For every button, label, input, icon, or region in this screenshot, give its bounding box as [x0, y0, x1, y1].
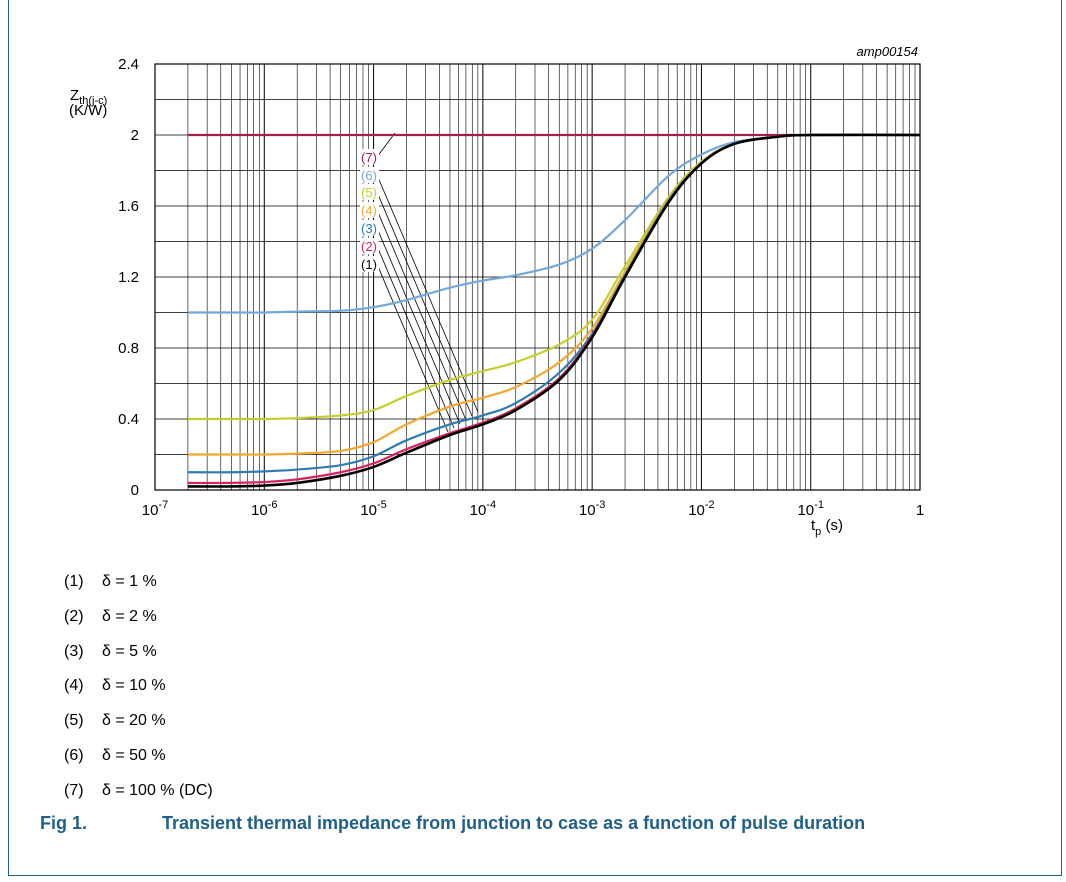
series-line-1: [187, 133, 921, 488]
y-axis-label-main: Z: [70, 87, 79, 104]
series-line-2: [187, 133, 921, 485]
x-axis-label-main: t: [811, 517, 816, 534]
legend-item-number: (6): [64, 746, 84, 764]
x-tick-label: 10-2: [688, 499, 714, 519]
series-label-1: (1): [361, 257, 377, 272]
plot-frame: [154, 63, 921, 491]
figure-reference-id: amp00154: [857, 44, 918, 59]
series-label-4: (4): [361, 203, 377, 218]
callout-backing: [360, 220, 379, 236]
y-tick-label: 2: [131, 127, 139, 144]
series-label-3: (3): [361, 221, 377, 236]
legend-item-text: δ = 2 %: [102, 607, 157, 625]
series-legend: (1) δ = 1 % (2) δ = 2 % (3) δ = 5 % (4) δ = 10 …: [64, 572, 213, 816]
legend-item-text: δ = 5 %: [102, 642, 157, 660]
x-tick-label: 10-1: [797, 499, 823, 519]
x-tick-labels: 10-7 10-6 10-5 10-4 10-3 10-2 10-1 1: [142, 499, 924, 519]
callout-leader-4: [376, 209, 467, 421]
y-tick-labels: 0 0.4 0.8 1.2 1.6 2 2.4: [118, 56, 139, 499]
legend-item-text: δ = 20 %: [102, 712, 166, 730]
series-callouts: (7) (6) (5) (4) (3) (2) (1): [360, 132, 479, 433]
x-axis-label-unit: (s): [821, 517, 843, 534]
figure-caption: Fig 1. Transient thermal impedance from …: [40, 812, 1000, 835]
x-axis-label: tp (s): [811, 517, 843, 538]
legend-item-number: (2): [64, 607, 84, 625]
legend-item: (1) δ = 1 %: [64, 572, 213, 607]
x-tick-label: 1: [916, 502, 924, 519]
callout-leader-1: [376, 263, 449, 433]
thermal-impedance-chart: (7)(6)(5)(4)(3)(2)(1) 00.40.81.21.622.4 …: [69, 44, 924, 538]
legend-item-number: (4): [64, 677, 84, 695]
x-axis-label-sub: p: [815, 526, 821, 538]
callout-backing: [360, 202, 379, 218]
legend-item: (5) δ = 20 %: [64, 711, 213, 746]
legend-item-text: δ = 10 %: [102, 677, 166, 695]
legend-item: (6) δ = 50 %: [64, 746, 213, 781]
callout-leader-3: [376, 227, 461, 425]
legend-item: (7) δ = 100 % (DC): [64, 781, 213, 816]
callout-backing: [360, 256, 379, 272]
series-line-6: [187, 133, 921, 314]
series-label-2: (2): [361, 239, 377, 254]
callout-backing: [360, 184, 379, 200]
legend-item-text: δ = 1 %: [102, 573, 157, 590]
legend-item-number: (7): [64, 781, 84, 799]
legend-item: (2) δ = 2 %: [64, 607, 213, 642]
series-line-3: [187, 133, 921, 474]
callout-leader-2: [376, 245, 455, 429]
callout-backing: [360, 149, 379, 165]
series-group: [187, 133, 921, 488]
y-tick-label: 0.4: [118, 411, 139, 428]
y-tick-label: 2.4: [118, 56, 139, 73]
legend-item: (4) δ = 10 %: [64, 676, 213, 711]
legend-item-number: (1): [64, 573, 84, 590]
legend-item-number: (3): [64, 642, 84, 660]
y-tick-label: 1.6: [118, 198, 139, 215]
figure-frame: [8, 0, 1062, 876]
x-tick-label: 10-3: [579, 499, 605, 519]
y-axis-label: Zth(j-c): [70, 87, 107, 107]
legend-item-text: δ = 50 %: [102, 746, 166, 764]
legend-item-number: (5): [64, 712, 84, 730]
legend-item-text: δ = 100 % (DC): [102, 781, 213, 799]
x-tick-label: 10-4: [470, 499, 496, 519]
callout-leader-7: [376, 132, 396, 158]
y-tick-label: 0: [131, 482, 139, 499]
callout-backing: [360, 167, 379, 183]
x-tick-label: 10-5: [360, 499, 386, 519]
x-tick-label: 10-6: [251, 499, 277, 519]
x-tick-label: 10-7: [142, 499, 168, 519]
y-axis-label-sub: th(j-c): [79, 95, 107, 107]
series-label-5: (5): [361, 185, 377, 200]
legend-item: (3) δ = 5 %: [64, 642, 213, 677]
y-axis-unit: (K/W): [69, 102, 107, 119]
series-label-7: (7): [361, 150, 377, 165]
callout-backing: [360, 238, 379, 254]
figure-number: Fig 1.: [40, 813, 88, 833]
y-tick-label: 0.8: [118, 340, 139, 357]
chart-grid: [155, 64, 920, 490]
series-line-4: [187, 133, 921, 456]
series-label-6: (6): [361, 168, 377, 183]
y-tick-label: 1.2: [118, 269, 139, 286]
figure-title: Transient thermal impedance from junctio…: [162, 813, 866, 833]
